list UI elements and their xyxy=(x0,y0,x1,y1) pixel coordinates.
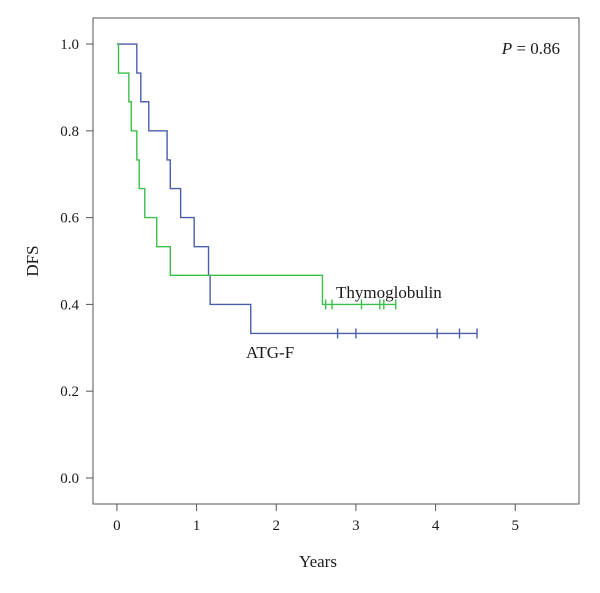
x-axis-title: Years xyxy=(299,552,337,571)
p-value-text: = 0.86 xyxy=(512,39,560,58)
x-tick-label: 3 xyxy=(352,518,360,534)
km-curve-thymoglobulin xyxy=(116,43,396,306)
y-tick-label: 0.2 xyxy=(60,384,79,400)
series-layer xyxy=(116,43,478,339)
x-tick-label: 1 xyxy=(193,518,201,534)
p-value-symbol: P xyxy=(501,39,512,58)
km-curve-atg-f xyxy=(116,43,478,335)
x-tick-label: 2 xyxy=(272,518,280,534)
x-axis: 0 1 2 3 4 5 xyxy=(113,504,519,534)
x-tick-label: 0 xyxy=(113,518,121,534)
y-tick-label: 0.6 xyxy=(60,211,79,227)
y-tick-label: 0.0 xyxy=(60,471,79,487)
y-tick-label: 1.0 xyxy=(60,37,79,53)
x-tick-label: 4 xyxy=(432,518,440,534)
y-axis-title: DFS xyxy=(23,245,42,276)
series-label-atg-f: ATG-F xyxy=(246,343,294,362)
y-tick-label: 0.4 xyxy=(60,297,79,313)
plot-frame xyxy=(92,17,580,505)
series-label-thymoglobulin: Thymoglobulin xyxy=(336,283,442,302)
p-value-annotation: P = 0.86 xyxy=(501,39,560,58)
y-tick-label: 0.8 xyxy=(60,124,79,140)
x-tick-label: 5 xyxy=(512,518,520,534)
y-axis: 0.0 0.2 0.4 0.6 0.8 1.0 xyxy=(60,37,93,487)
